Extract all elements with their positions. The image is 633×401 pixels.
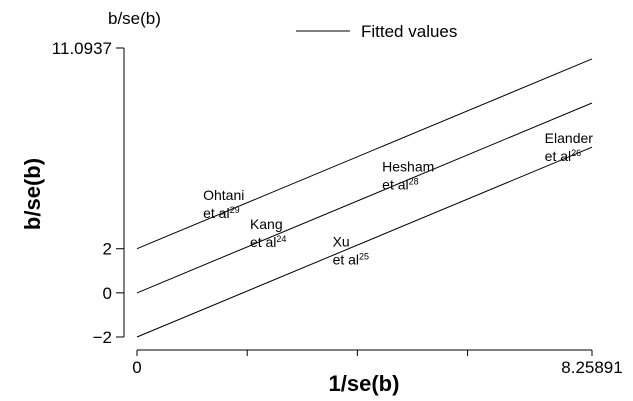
study-name: Elander <box>545 130 594 146</box>
series-line-0 <box>136 58 593 250</box>
study-name: Kang <box>250 216 283 232</box>
x-tick-label: 8.25891 <box>561 358 622 377</box>
study-name: Ohtani <box>203 187 244 203</box>
y-tick-label: 2 <box>103 240 112 259</box>
study-label-xu: Xu et al25 <box>333 234 369 268</box>
study-label-kang: Kang et al24 <box>250 216 286 250</box>
top-axis-label: b/se(b) <box>108 9 161 28</box>
x-axis-title: 1/se(b) <box>329 371 400 396</box>
legend: Fitted values <box>296 22 457 41</box>
series-line-1 <box>136 102 593 294</box>
y-tick-label: 0 <box>103 284 112 303</box>
study-citation: et al26 <box>545 148 581 164</box>
study-ref: 28 <box>409 176 419 186</box>
study-name: Hesham <box>382 158 434 174</box>
study-ref: 26 <box>571 148 581 158</box>
annotations: Ohtani et al29 Kang et al24 Hesham et al28 Xu e… <box>203 130 593 268</box>
study-label-ohtani: Ohtani et al29 <box>203 187 244 221</box>
study-ref: 29 <box>230 205 240 215</box>
study-name: Xu <box>333 234 350 250</box>
series-lines <box>136 58 593 338</box>
series-line-2 <box>136 146 593 338</box>
y-tick-label: −2 <box>93 328 112 347</box>
y-axis-title: b/se(b) <box>20 158 45 230</box>
study-ref: 25 <box>359 252 369 262</box>
study-citation: et al24 <box>250 234 286 250</box>
x-tick-label: 0 <box>132 358 141 377</box>
study-label-elander: Elander et al26 <box>545 130 594 164</box>
y-tick-label: 11.0937 <box>52 39 112 58</box>
study-citation: et al25 <box>333 252 369 268</box>
axes: −2 0 2 11.0937 0 8.25891 b/se(b) 1/se(b) b/se(b) <box>20 9 623 396</box>
study-citation: et al28 <box>382 176 418 192</box>
study-citation: et al29 <box>203 205 239 221</box>
legend-label: Fitted values <box>361 22 457 41</box>
study-label-hesham: Hesham et al28 <box>382 158 434 192</box>
study-ref: 24 <box>276 234 286 244</box>
